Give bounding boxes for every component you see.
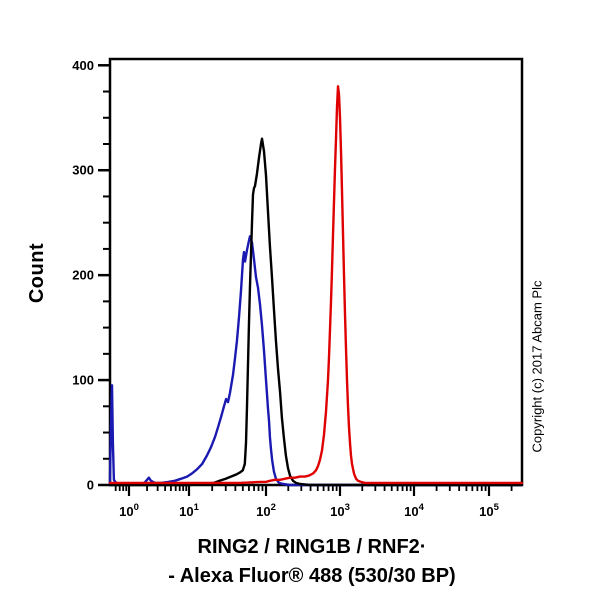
y-axis-ticks: 0 100 200 300 400 [72, 58, 110, 493]
curve-isotype-or-secondary-black [108, 137, 524, 487]
y-tick-label: 400 [72, 58, 94, 73]
y-tick-label: 300 [72, 163, 94, 178]
plot-frame [108, 57, 524, 487]
curve-antibody-stained-red [108, 85, 524, 485]
x-axis-title: RING2 / RING1B / RNF2· - Alexa Fluor® 48… [62, 533, 562, 591]
x-axis-title-line1: RING2 / RING1B / RNF2· [197, 536, 427, 558]
x-tick-label: 105 [479, 502, 499, 519]
x-axis-title-line2: - Alexa Fluor® 488 (530/30 BP) [168, 565, 456, 587]
y-tick-label: 100 [72, 373, 94, 388]
series-curves [108, 85, 524, 487]
x-tick-label: 101 [179, 502, 199, 519]
y-tick-label: 0 [87, 478, 94, 493]
x-tick-label: 102 [256, 502, 276, 519]
y-tick-label: 200 [72, 268, 94, 283]
copyright-text: Copyright (c) 2017 Abcam Plc [529, 280, 545, 453]
x-tick-label: 104 [404, 502, 424, 519]
x-axis-ticks: 100 101 102 103 104 105 [114, 485, 513, 519]
x-tick-label: 103 [330, 502, 350, 519]
curve-negative-control-blue [108, 235, 524, 487]
x-tick-label: 100 [119, 502, 139, 519]
y-axis-title: Count [26, 242, 48, 304]
